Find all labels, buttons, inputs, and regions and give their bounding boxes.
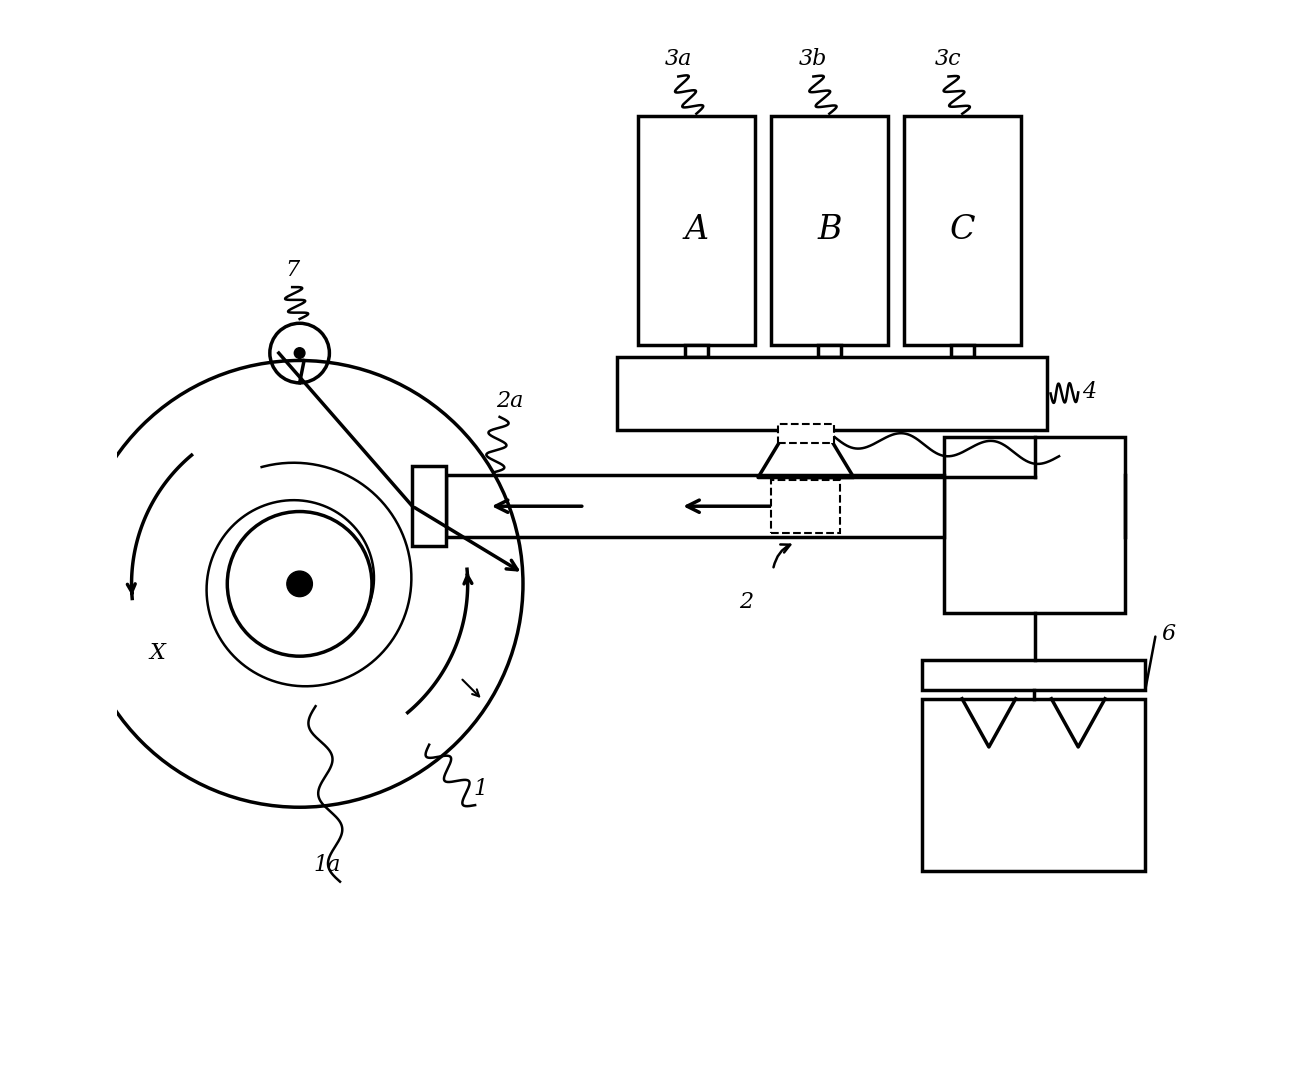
- Text: 3a: 3a: [664, 48, 693, 70]
- Text: B: B: [817, 214, 842, 247]
- Bar: [412, 466, 446, 546]
- Text: 3b: 3b: [799, 48, 827, 70]
- Bar: [685, 344, 708, 357]
- Bar: [446, 475, 944, 537]
- Bar: [922, 699, 1145, 872]
- Polygon shape: [757, 432, 853, 477]
- Bar: [772, 479, 840, 533]
- Circle shape: [287, 571, 313, 597]
- Text: 1: 1: [473, 778, 488, 800]
- Text: 2: 2: [739, 592, 754, 613]
- Text: 5: 5: [1064, 445, 1078, 467]
- Text: 4: 4: [1083, 382, 1096, 403]
- Bar: [817, 344, 840, 357]
- Bar: [616, 357, 1048, 430]
- Text: A: A: [685, 214, 708, 247]
- Bar: [770, 116, 888, 344]
- Text: 3c: 3c: [935, 48, 962, 70]
- Text: X: X: [149, 642, 165, 664]
- Text: 2a: 2a: [497, 389, 524, 412]
- Bar: [944, 437, 1124, 612]
- Text: 1a: 1a: [314, 854, 341, 877]
- Bar: [951, 344, 974, 357]
- Circle shape: [294, 347, 305, 358]
- Text: 6: 6: [1161, 623, 1175, 645]
- Bar: [638, 116, 755, 344]
- Bar: [904, 116, 1021, 344]
- Bar: [922, 660, 1145, 690]
- Bar: [778, 425, 834, 443]
- Text: C: C: [949, 214, 975, 247]
- Text: 7: 7: [285, 258, 300, 281]
